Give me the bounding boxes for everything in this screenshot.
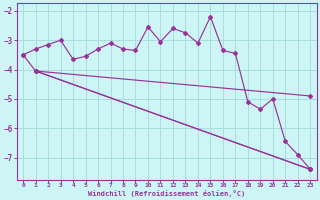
X-axis label: Windchill (Refroidissement éolien,°C): Windchill (Refroidissement éolien,°C) <box>88 190 245 197</box>
